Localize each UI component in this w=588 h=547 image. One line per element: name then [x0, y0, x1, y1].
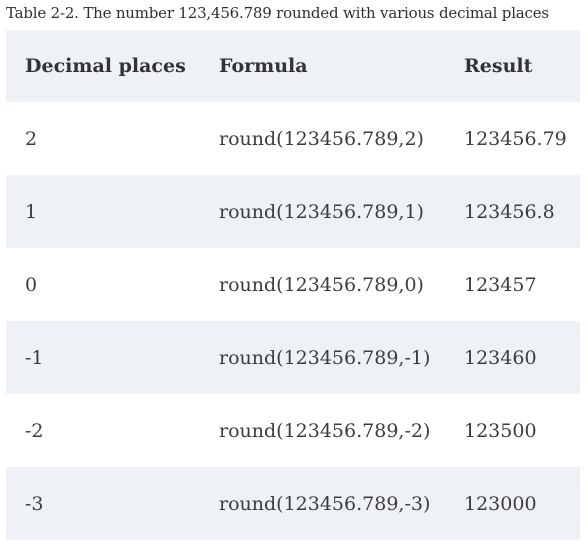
cell-decimal-places: 2 — [25, 127, 38, 150]
cell-decimal-places: -2 — [25, 419, 44, 442]
cell-result: 123456.8 — [464, 200, 555, 223]
cell-result: 123457 — [464, 273, 537, 296]
cell-decimal-places: -3 — [25, 492, 44, 515]
cell-formula: round(123456.789,0) — [219, 273, 424, 296]
cell-decimal-places: 1 — [25, 200, 38, 223]
cell-formula: round(123456.789,2) — [219, 127, 424, 150]
cell-result: 123460 — [464, 346, 537, 369]
cell-formula: round(123456.789,-3) — [219, 492, 431, 515]
table-row: -1 round(123456.789,-1) 123460 — [6, 321, 580, 394]
column-header-decimal-places: Decimal places — [25, 55, 186, 77]
cell-decimal-places: 0 — [25, 273, 38, 296]
cell-formula: round(123456.789,-2) — [219, 419, 431, 442]
table-row: -2 round(123456.789,-2) 123500 — [6, 394, 580, 467]
cell-result: 123500 — [464, 419, 537, 442]
cell-decimal-places: -1 — [25, 346, 44, 369]
column-header-formula: Formula — [219, 55, 308, 77]
table-row: 0 round(123456.789,0) 123457 — [6, 248, 580, 321]
table-header-row: Decimal places Formula Result — [6, 30, 580, 102]
cell-result: 123000 — [464, 492, 537, 515]
table-row: 1 round(123456.789,1) 123456.8 — [6, 175, 580, 248]
rounding-table: Decimal places Formula Result 2 round(12… — [6, 30, 580, 540]
cell-formula: round(123456.789,-1) — [219, 346, 431, 369]
cell-result: 123456.79 — [464, 127, 567, 150]
cell-formula: round(123456.789,1) — [219, 200, 424, 223]
column-header-result: Result — [464, 55, 533, 77]
table-row: 2 round(123456.789,2) 123456.79 — [6, 102, 580, 175]
table-caption: Table 2-2. The number 123,456.789 rounde… — [6, 4, 549, 22]
table-row: -3 round(123456.789,-3) 123000 — [6, 467, 580, 540]
